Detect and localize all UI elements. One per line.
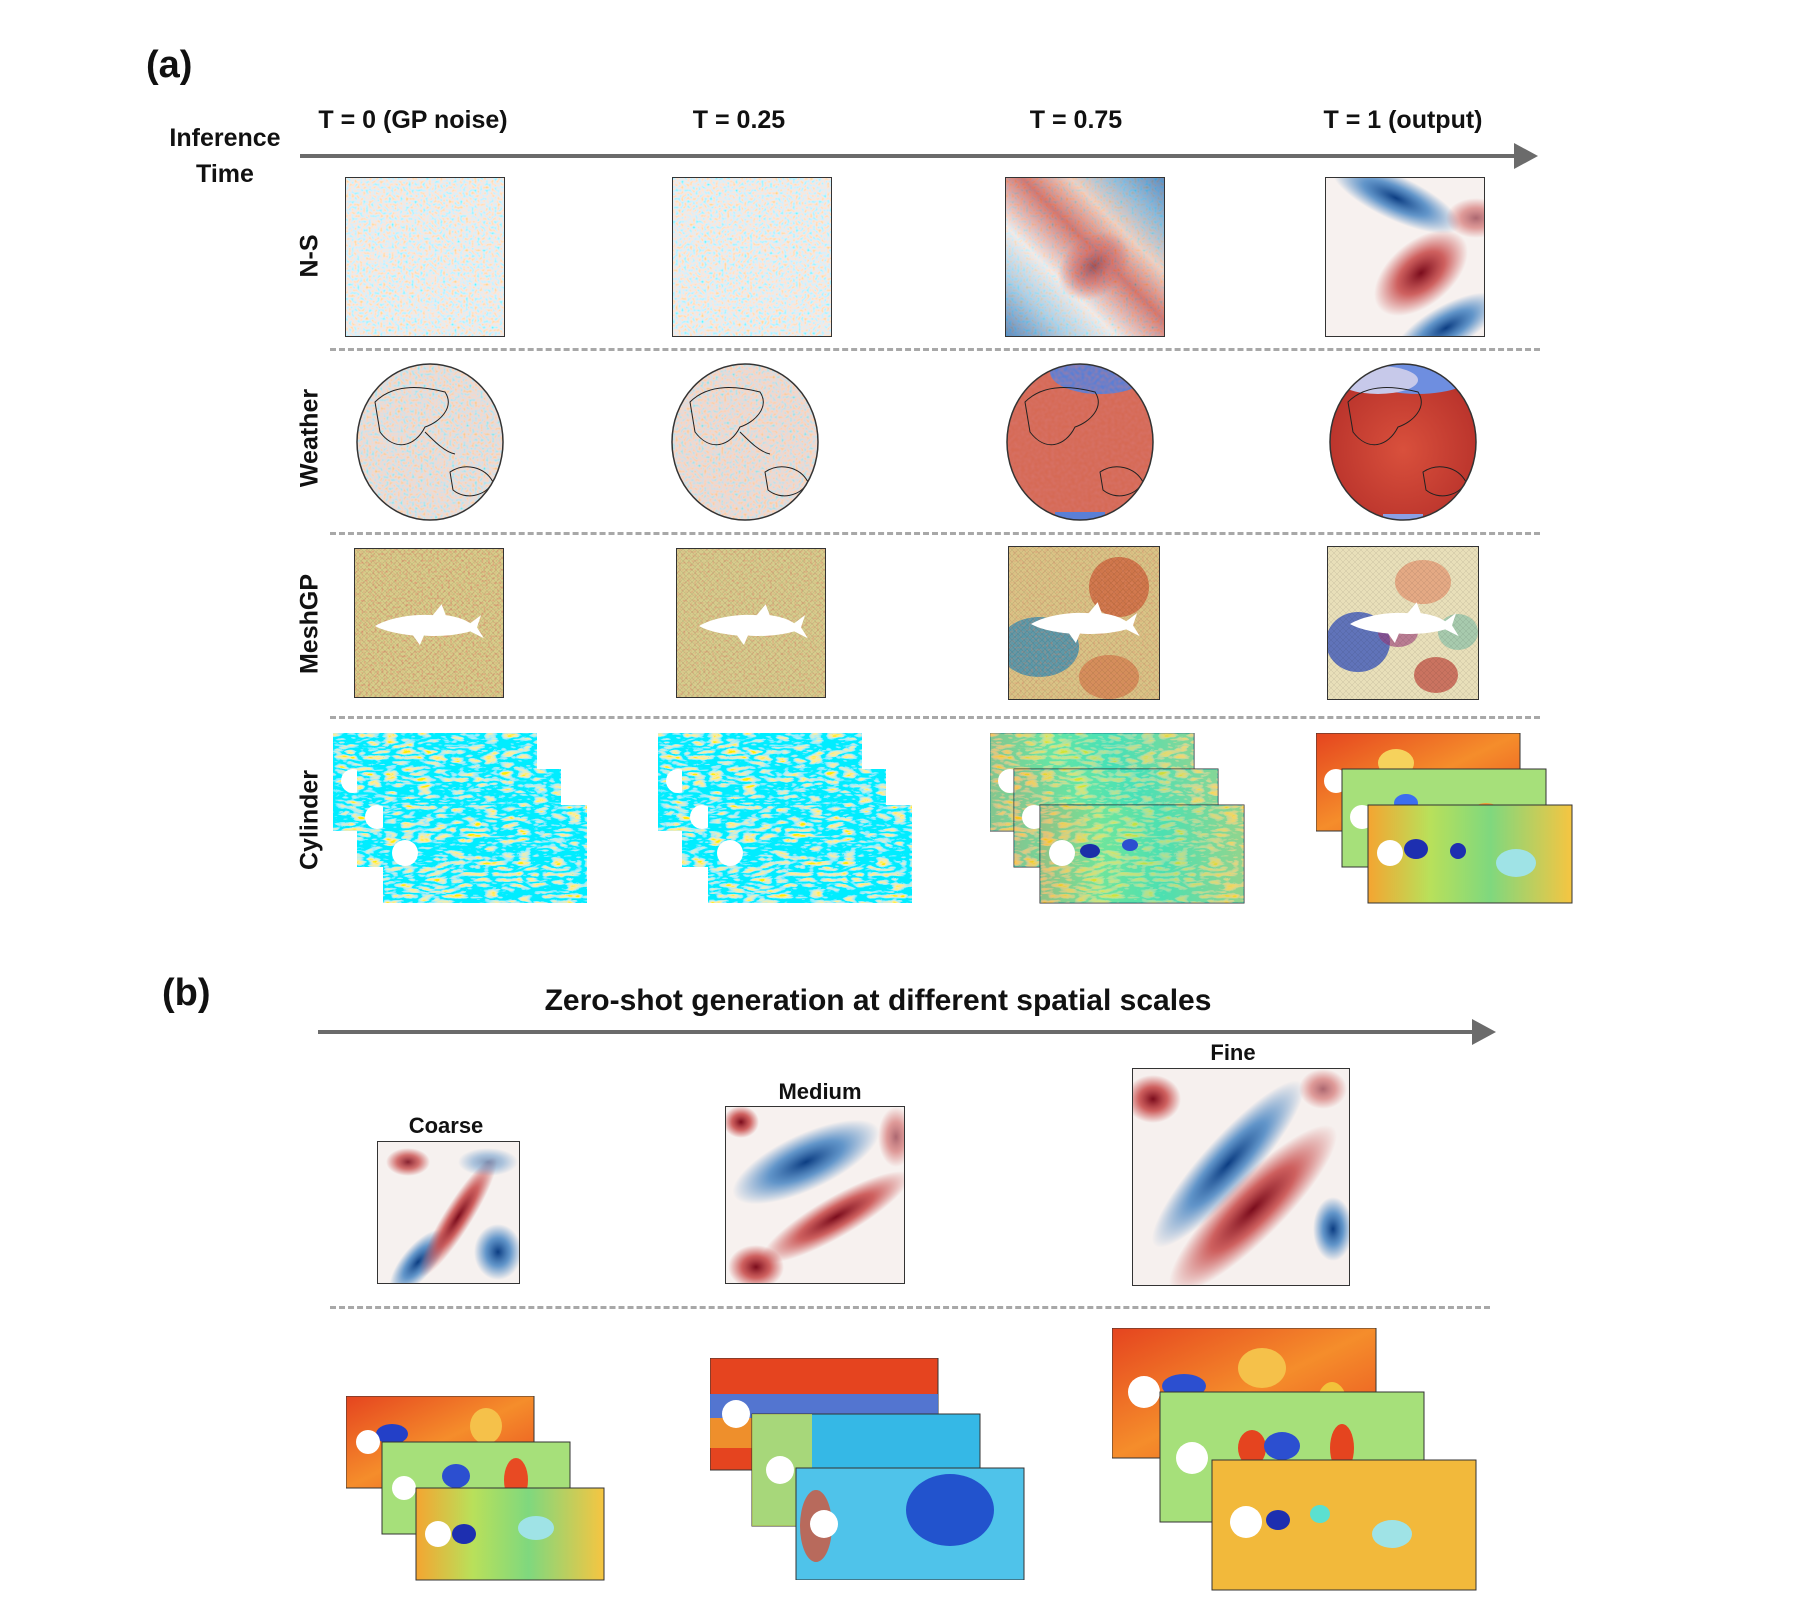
row-separator xyxy=(330,348,1540,351)
cylinder-stack-t0 xyxy=(333,733,588,905)
weather-globe-t0 xyxy=(355,362,505,522)
panel-b-title: Zero-shot generation at different spatia… xyxy=(544,984,1212,1017)
spatial-scale-arrow xyxy=(318,1030,1478,1034)
column-label-t075: T = 0.75 xyxy=(1029,106,1123,134)
ns-coarse-field xyxy=(377,1141,520,1284)
inference-label-line1: Inference xyxy=(169,124,281,152)
weather-globe-t025 xyxy=(670,362,820,522)
row-label-ns: N-S xyxy=(295,234,324,278)
ns-field-t1 xyxy=(1325,177,1485,337)
ns-field-t075 xyxy=(1005,177,1165,337)
row-label-weather: Weather xyxy=(295,388,324,488)
cylinder-stack-t025 xyxy=(658,733,913,905)
cylinder-fine-stack xyxy=(1112,1328,1480,1592)
meshgp-t1 xyxy=(1327,546,1479,700)
meshgp-t075 xyxy=(1008,546,1160,700)
inference-time-label: Inference Time xyxy=(160,120,290,192)
row-label-cylinder: Cylinder xyxy=(295,769,324,871)
column-label-t025: T = 0.25 xyxy=(692,106,786,134)
row-label-meshgp: MeshGP xyxy=(295,573,324,675)
column-label-t1: T = 1 (output) xyxy=(1323,106,1483,134)
scale-row-separator xyxy=(330,1306,1490,1309)
inference-time-arrow-head xyxy=(1514,143,1538,169)
ns-noise-t0 xyxy=(345,177,505,337)
ns-medium-field xyxy=(725,1106,905,1284)
column-label-t0: T = 0 (GP noise) xyxy=(318,106,508,134)
weather-globe-t1 xyxy=(1328,362,1478,522)
panel-a-label: (a) xyxy=(146,44,193,86)
inference-label-line2: Time xyxy=(196,160,254,188)
row-separator xyxy=(330,716,1540,719)
cylinder-stack-t075 xyxy=(990,733,1245,905)
scale-label-coarse: Coarse xyxy=(408,1113,484,1138)
cylinder-coarse-stack xyxy=(346,1396,606,1582)
ns-noise-t025 xyxy=(672,177,832,337)
ns-fine-field xyxy=(1132,1068,1350,1286)
weather-globe-t075 xyxy=(1005,362,1155,522)
meshgp-t0 xyxy=(354,548,504,698)
inference-time-arrow xyxy=(300,154,1520,158)
panel-b-label: (b) xyxy=(162,972,211,1014)
scale-label-fine: Fine xyxy=(1210,1040,1256,1065)
scale-label-medium: Medium xyxy=(778,1079,862,1104)
meshgp-t025 xyxy=(676,548,826,698)
spatial-scale-arrow-head xyxy=(1472,1019,1496,1045)
cylinder-medium-stack xyxy=(710,1358,1026,1580)
cylinder-stack-t1 xyxy=(1316,733,1576,905)
row-separator xyxy=(330,532,1540,535)
